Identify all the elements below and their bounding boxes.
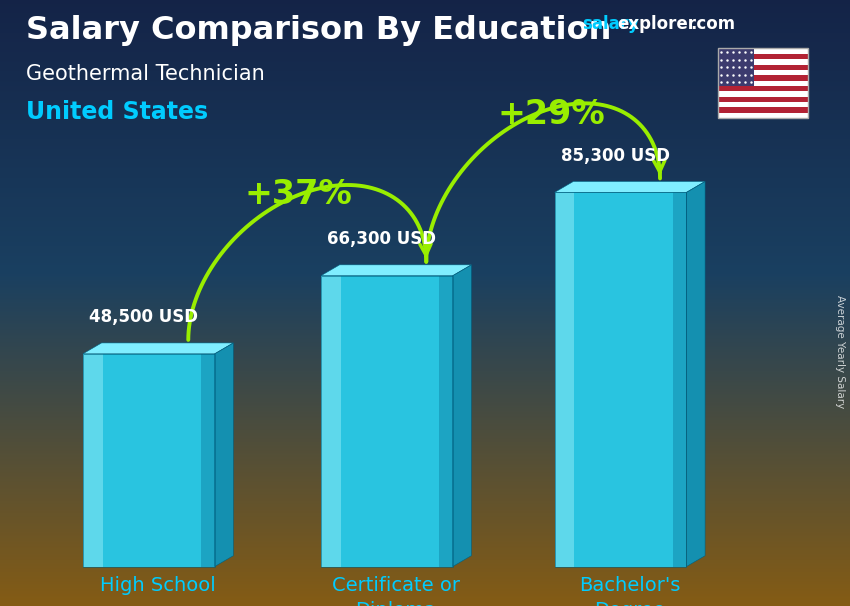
Text: +29%: +29%	[498, 98, 605, 130]
Text: explorer: explorer	[617, 15, 696, 33]
Polygon shape	[554, 181, 706, 192]
Polygon shape	[554, 192, 575, 567]
Text: 66,300 USD: 66,300 USD	[327, 230, 436, 248]
Polygon shape	[554, 192, 686, 567]
Polygon shape	[686, 181, 706, 567]
Text: 48,500 USD: 48,500 USD	[89, 308, 198, 326]
Text: +37%: +37%	[245, 178, 353, 211]
Text: Bachelor's
Degree: Bachelor's Degree	[579, 576, 681, 606]
Polygon shape	[320, 276, 452, 567]
Text: salary: salary	[582, 15, 639, 33]
Polygon shape	[439, 276, 452, 567]
Polygon shape	[320, 276, 341, 567]
Polygon shape	[718, 102, 808, 107]
Polygon shape	[718, 48, 808, 118]
Polygon shape	[718, 92, 808, 97]
Polygon shape	[214, 343, 233, 567]
Text: .com: .com	[690, 15, 735, 33]
Polygon shape	[718, 48, 808, 54]
Polygon shape	[82, 343, 233, 354]
Text: United States: United States	[26, 100, 207, 124]
Polygon shape	[201, 354, 214, 567]
Polygon shape	[82, 354, 214, 567]
Polygon shape	[718, 48, 754, 86]
Polygon shape	[718, 113, 808, 118]
Text: Geothermal Technician: Geothermal Technician	[26, 64, 264, 84]
Text: 85,300 USD: 85,300 USD	[561, 147, 670, 164]
Text: Average Yearly Salary: Average Yearly Salary	[835, 295, 845, 408]
Polygon shape	[718, 59, 808, 65]
Text: Salary Comparison By Education: Salary Comparison By Education	[26, 15, 611, 46]
Polygon shape	[718, 81, 808, 86]
Polygon shape	[452, 265, 471, 567]
Text: Certificate or
Diploma: Certificate or Diploma	[332, 576, 460, 606]
Polygon shape	[718, 70, 808, 75]
Polygon shape	[320, 265, 471, 276]
Polygon shape	[82, 354, 103, 567]
Polygon shape	[673, 192, 686, 567]
Text: High School: High School	[100, 576, 216, 594]
